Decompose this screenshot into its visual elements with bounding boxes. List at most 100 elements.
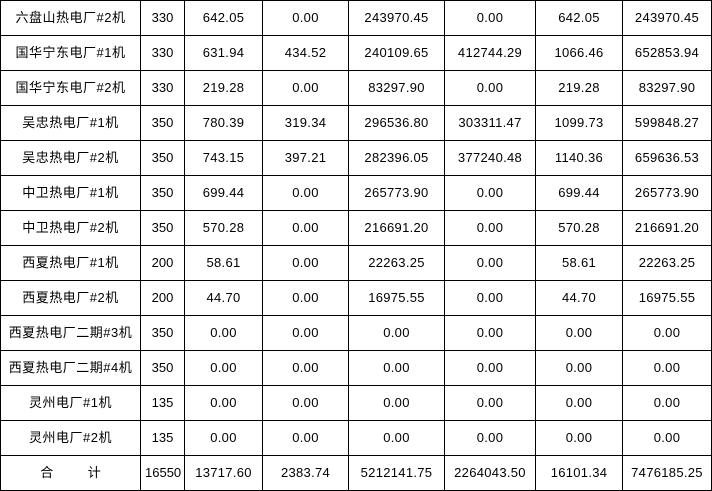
cell-capacity[interactable]: 330 [140, 0, 185, 36]
table-row[interactable]: 吴忠热电厂#2机 350 743.15 397.21 282396.05 377240.4… [0, 140, 712, 176]
cell-name[interactable]: 吴忠热电厂#1机 [0, 105, 141, 141]
cell-v4[interactable]: 0.00 [444, 0, 536, 36]
cell-v6[interactable]: 83297.90 [622, 70, 712, 106]
cell-v6[interactable]: 22263.25 [622, 245, 712, 281]
cell-name[interactable]: 西夏热电厂#2机 [0, 280, 141, 316]
cell-v3[interactable]: 83297.90 [348, 70, 445, 106]
total-cell-v3[interactable]: 5212141.75 [348, 455, 445, 491]
cell-v2[interactable]: 397.21 [262, 140, 349, 176]
total-cell-v1[interactable]: 13717.60 [184, 455, 263, 491]
cell-v3[interactable]: 216691.20 [348, 210, 445, 246]
cell-v3[interactable]: 265773.90 [348, 175, 445, 211]
cell-v4[interactable]: 0.00 [444, 420, 536, 456]
cell-v6[interactable]: 652853.94 [622, 35, 712, 71]
cell-v1[interactable]: 743.15 [184, 140, 263, 176]
cell-name[interactable]: 国华宁东电厂#2机 [0, 70, 141, 106]
cell-name[interactable]: 灵州电厂#1机 [0, 385, 141, 421]
cell-name[interactable]: 西夏热电厂二期#3机 [0, 315, 141, 351]
cell-v3[interactable]: 0.00 [348, 385, 445, 421]
cell-v3[interactable]: 16975.55 [348, 280, 445, 316]
cell-v5[interactable]: 1140.36 [535, 140, 623, 176]
cell-v4[interactable]: 412744.29 [444, 35, 536, 71]
cell-name[interactable]: 西夏热电厂二期#4机 [0, 350, 141, 386]
cell-capacity[interactable]: 350 [140, 140, 185, 176]
cell-v4[interactable]: 0.00 [444, 70, 536, 106]
cell-name[interactable]: 六盘山热电厂#2机 [0, 0, 141, 36]
cell-name[interactable]: 国华宁东电厂#1机 [0, 35, 141, 71]
cell-capacity[interactable]: 200 [140, 280, 185, 316]
total-cell-name[interactable]: 合 计 [0, 455, 141, 491]
cell-name[interactable]: 西夏热电厂#1机 [0, 245, 141, 281]
table-row[interactable]: 西夏热电厂二期#3机 350 0.00 0.00 0.00 0.00 0.00 0.00 [0, 315, 712, 351]
table-row[interactable]: 国华宁东电厂#2机 330 219.28 0.00 83297.90 0.00 219.28… [0, 70, 712, 106]
cell-v4[interactable]: 0.00 [444, 280, 536, 316]
cell-v5[interactable]: 0.00 [535, 420, 623, 456]
cell-v6[interactable]: 216691.20 [622, 210, 712, 246]
cell-name[interactable]: 中卫热电厂#2机 [0, 210, 141, 246]
cell-v1[interactable]: 58.61 [184, 245, 263, 281]
cell-v6[interactable]: 16975.55 [622, 280, 712, 316]
cell-v1[interactable]: 631.94 [184, 35, 263, 71]
cell-v3[interactable]: 296536.80 [348, 105, 445, 141]
cell-v5[interactable]: 570.28 [535, 210, 623, 246]
table-row[interactable]: 六盘山热电厂#2机 330 642.05 0.00 243970.45 0.00 642.0… [0, 0, 712, 36]
total-cell-v5[interactable]: 16101.34 [535, 455, 623, 491]
cell-v2[interactable]: 0.00 [262, 175, 349, 211]
total-cell-v2[interactable]: 2383.74 [262, 455, 349, 491]
cell-v2[interactable]: 319.34 [262, 105, 349, 141]
cell-v2[interactable]: 0.00 [262, 210, 349, 246]
cell-v2[interactable]: 0.00 [262, 70, 349, 106]
cell-capacity[interactable]: 350 [140, 210, 185, 246]
cell-v2[interactable]: 0.00 [262, 315, 349, 351]
cell-v4[interactable]: 377240.48 [444, 140, 536, 176]
cell-capacity[interactable]: 350 [140, 350, 185, 386]
table-total-row[interactable]: 合 计 16550 13717.60 2383.74 5212141.75 2264043… [0, 455, 712, 491]
cell-capacity[interactable]: 330 [140, 35, 185, 71]
cell-v4[interactable]: 0.00 [444, 245, 536, 281]
cell-v5[interactable]: 642.05 [535, 0, 623, 36]
cell-v4[interactable]: 0.00 [444, 315, 536, 351]
total-cell-v4[interactable]: 2264043.50 [444, 455, 536, 491]
cell-capacity[interactable]: 350 [140, 175, 185, 211]
cell-v3[interactable]: 243970.45 [348, 0, 445, 36]
table-row[interactable]: 灵州电厂#2机 135 0.00 0.00 0.00 0.00 0.00 0.00 [0, 420, 712, 456]
cell-v6[interactable]: 265773.90 [622, 175, 712, 211]
cell-v5[interactable]: 0.00 [535, 350, 623, 386]
cell-capacity[interactable]: 135 [140, 420, 185, 456]
table-row[interactable]: 吴忠热电厂#1机 350 780.39 319.34 296536.80 303311.4… [0, 105, 712, 141]
cell-v3[interactable]: 0.00 [348, 420, 445, 456]
cell-v6[interactable]: 0.00 [622, 315, 712, 351]
cell-v2[interactable]: 434.52 [262, 35, 349, 71]
cell-v6[interactable]: 0.00 [622, 385, 712, 421]
cell-name[interactable]: 中卫热电厂#1机 [0, 175, 141, 211]
cell-capacity[interactable]: 135 [140, 385, 185, 421]
cell-v5[interactable]: 1066.46 [535, 35, 623, 71]
cell-capacity[interactable]: 350 [140, 315, 185, 351]
table-row[interactable]: 灵州电厂#1机 135 0.00 0.00 0.00 0.00 0.00 0.00 [0, 385, 712, 421]
cell-v2[interactable]: 0.00 [262, 350, 349, 386]
cell-v5[interactable]: 699.44 [535, 175, 623, 211]
cell-v1[interactable]: 0.00 [184, 420, 263, 456]
cell-v3[interactable]: 240109.65 [348, 35, 445, 71]
cell-capacity[interactable]: 330 [140, 70, 185, 106]
cell-v5[interactable]: 1099.73 [535, 105, 623, 141]
cell-name[interactable]: 吴忠热电厂#2机 [0, 140, 141, 176]
cell-name[interactable]: 灵州电厂#2机 [0, 420, 141, 456]
cell-v3[interactable]: 22263.25 [348, 245, 445, 281]
total-cell-capacity[interactable]: 16550 [140, 455, 185, 491]
cell-v2[interactable]: 0.00 [262, 245, 349, 281]
cell-capacity[interactable]: 350 [140, 105, 185, 141]
cell-v4[interactable]: 303311.47 [444, 105, 536, 141]
cell-v6[interactable]: 599848.27 [622, 105, 712, 141]
table-row[interactable]: 中卫热电厂#2机 350 570.28 0.00 216691.20 0.00 570.28… [0, 210, 712, 246]
cell-v3[interactable]: 0.00 [348, 350, 445, 386]
cell-v1[interactable]: 642.05 [184, 0, 263, 36]
cell-v6[interactable]: 0.00 [622, 350, 712, 386]
cell-v5[interactable]: 0.00 [535, 315, 623, 351]
cell-v5[interactable]: 219.28 [535, 70, 623, 106]
cell-v1[interactable]: 219.28 [184, 70, 263, 106]
table-row[interactable]: 西夏热电厂二期#4机 350 0.00 0.00 0.00 0.00 0.00 0.00 [0, 350, 712, 386]
cell-v4[interactable]: 0.00 [444, 385, 536, 421]
cell-v1[interactable]: 780.39 [184, 105, 263, 141]
table-row[interactable]: 西夏热电厂#2机 200 44.70 0.00 16975.55 0.00 44.70 169… [0, 280, 712, 316]
